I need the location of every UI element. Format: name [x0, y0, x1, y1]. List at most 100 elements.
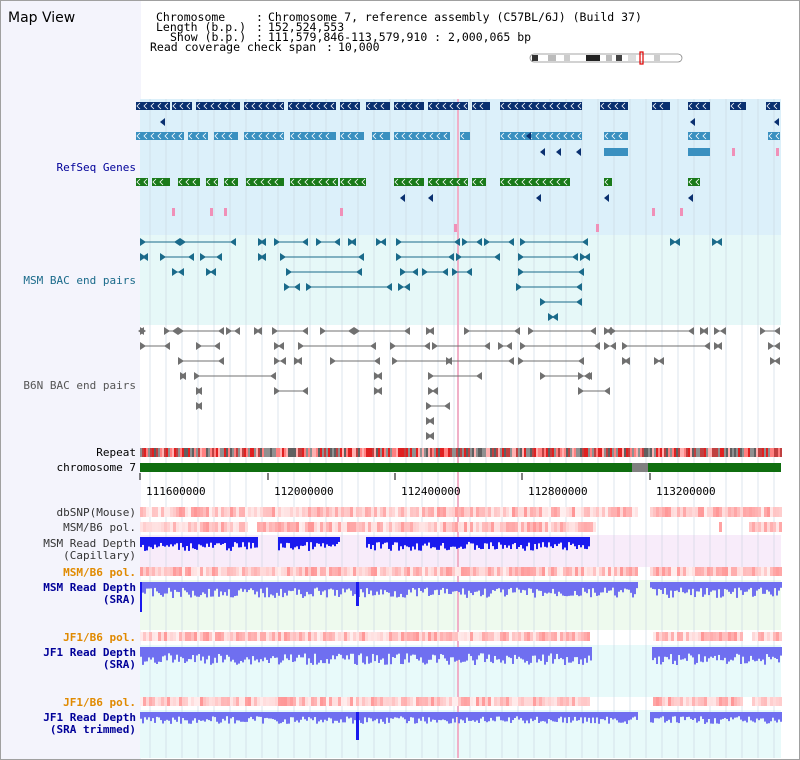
msm-pol-heat-cell: [719, 522, 722, 532]
dbsnp-heat-cell: [581, 507, 584, 517]
msm-sra-depth-bar: [188, 582, 190, 595]
msm-bac-end: [452, 268, 458, 276]
jf1-trimmed-depth-bar: [394, 712, 396, 718]
track-label-msm-depth-capillary[interactable]: MSM Read Depth: [43, 537, 136, 550]
track-label-jf1-pol-2[interactable]: JF1/B6 pol.: [63, 696, 136, 709]
jf1-pol-heat-cell: [377, 632, 380, 641]
track-label-jf1-pol[interactable]: JF1/B6 pol.: [63, 631, 136, 644]
msm-pol-2-heat-cell: [170, 567, 173, 576]
repeat-feature: [368, 448, 370, 457]
repeat-feature: [676, 448, 678, 457]
msm-pol-heat-cell: [269, 522, 272, 532]
track-label-jf1-depth[interactable]: JF1 Read Depth: [43, 646, 136, 659]
msm-sra-depth-bar: [562, 582, 564, 596]
repeat-feature: [504, 448, 506, 457]
jf1-pol-heat-cell: [335, 632, 338, 641]
msm-sra-depth-spike: [356, 582, 359, 606]
jf1-pol-2-heat-cell: [146, 697, 149, 706]
dbsnp-heat-cell: [575, 507, 578, 517]
b6n-bac-end: [464, 327, 470, 335]
repeat-feature: [524, 448, 526, 457]
jf1-trimmed-depth-bar: [310, 712, 312, 719]
msm-sra-depth-bar: [258, 582, 260, 598]
b6n-bac-end: [180, 372, 186, 380]
msm-capillary-depth-bar: [320, 537, 322, 547]
track-label-msm-pol-2[interactable]: MSM/B6 pol.: [63, 566, 136, 579]
msm-sra-depth-bar: [210, 582, 212, 597]
track-label-dbsnp[interactable]: dbSNP(Mouse): [56, 506, 136, 519]
jf1-pol-2-heat-cell: [179, 697, 182, 706]
msm-capillary-depth-bar: [522, 537, 524, 549]
repeat-feature: [276, 448, 278, 457]
msm-sra-depth-bar: [732, 582, 734, 592]
repeat-feature: [390, 448, 392, 457]
msm-pol-2-heat-cell: [605, 567, 608, 576]
jf1-sra-depth-bar: [700, 647, 702, 662]
msm-sra-depth-bar: [588, 582, 590, 590]
refseq-arrow: [604, 194, 609, 202]
msm-pol-2-heat-cell: [389, 567, 392, 576]
repeat-feature: [434, 448, 436, 457]
msm-capillary-depth-bar: [206, 537, 208, 544]
jf1-pol-2-heat-cell: [233, 697, 236, 706]
track-label-msm-bac[interactable]: MSM BAC end pairs: [23, 274, 136, 287]
jf1-trimmed-depth-bar: [246, 712, 248, 722]
refseq-strand-mark: [621, 102, 626, 110]
track-label-b6n-bac[interactable]: B6N BAC end pairs: [23, 379, 136, 392]
jf1-pol-heat-cell: [680, 632, 683, 641]
msm-sra-depth-bar: [502, 582, 504, 590]
track-label-repeat[interactable]: Repeat: [96, 446, 136, 459]
msm-capillary-depth-bar: [498, 537, 500, 543]
b6n-bac-end: [424, 342, 430, 350]
ideogram-band: [548, 55, 556, 61]
repeat-feature: [358, 448, 360, 457]
repeat-feature: [480, 448, 482, 457]
jf1-pol-heat-cell: [437, 632, 440, 641]
dbsnp-heat-cell: [455, 507, 458, 517]
refseq-strand-mark: [279, 102, 284, 110]
jf1-pol-2-heat-cell: [155, 697, 158, 706]
jf1-sra-depth-bar: [274, 647, 276, 658]
jf1-pol-heat-cell: [278, 632, 281, 641]
msm-capillary-depth-bar: [582, 537, 584, 546]
msm-sra-depth-bar: [250, 582, 252, 589]
msm-sra-depth-bar: [286, 582, 288, 596]
msm-sra-depth-bar: [288, 582, 290, 591]
track-label-msm-depth-sra[interactable]: MSM Read Depth: [43, 581, 136, 594]
jf1-sra-depth-bar: [206, 647, 208, 660]
dbsnp-heat-cell: [656, 507, 659, 517]
msm-pol-heat-cell: [164, 522, 167, 532]
refseq-strand-mark: [279, 132, 284, 140]
msm-sra-depth-bar: [666, 582, 668, 595]
msm-capillary-depth-bar: [490, 537, 492, 543]
dbsnp-heat-cell: [365, 507, 368, 517]
track-label-refseq-genes[interactable]: RefSeq Genes: [56, 161, 136, 174]
repeat-feature: [448, 448, 450, 457]
b6n-bac-end: [302, 327, 308, 335]
jf1-trimmed-depth-bar: [462, 712, 464, 721]
msm-capillary-depth-bar: [492, 537, 494, 547]
jf1-pol-heat-cell: [449, 632, 452, 641]
b6n-bac-end: [196, 402, 202, 410]
repeat-feature: [290, 448, 292, 457]
msm-pol-2-heat-cell: [410, 567, 413, 576]
track-label-chromosome[interactable]: chromosome 7: [56, 461, 136, 474]
dbsnp-heat-cell: [692, 507, 695, 517]
msm-pol-heat-cell: [473, 522, 476, 532]
repeat-feature: [780, 448, 782, 457]
track-label-jf1-depth-trimmed[interactable]: JF1 Read Depth: [43, 711, 136, 724]
repeat-feature: [398, 448, 400, 457]
b6n-bac-end: [768, 342, 774, 350]
jf1-pol-heat-cell: [149, 632, 152, 641]
msm-sra-depth-bar: [454, 582, 456, 592]
msm-pol-heat-cell: [146, 522, 149, 532]
msm-bac-end: [572, 253, 578, 261]
msm-pol-heat-cell: [203, 522, 206, 532]
jf1-pol-heat-cell: [731, 632, 734, 641]
msm-capillary-depth-bar: [308, 537, 310, 551]
msm-bac-end: [380, 238, 386, 246]
msm-capillary-depth-bar: [396, 537, 398, 543]
track-label-msm-pol[interactable]: MSM/B6 pol.: [63, 521, 136, 534]
msm-capillary-depth-bar: [140, 537, 142, 548]
